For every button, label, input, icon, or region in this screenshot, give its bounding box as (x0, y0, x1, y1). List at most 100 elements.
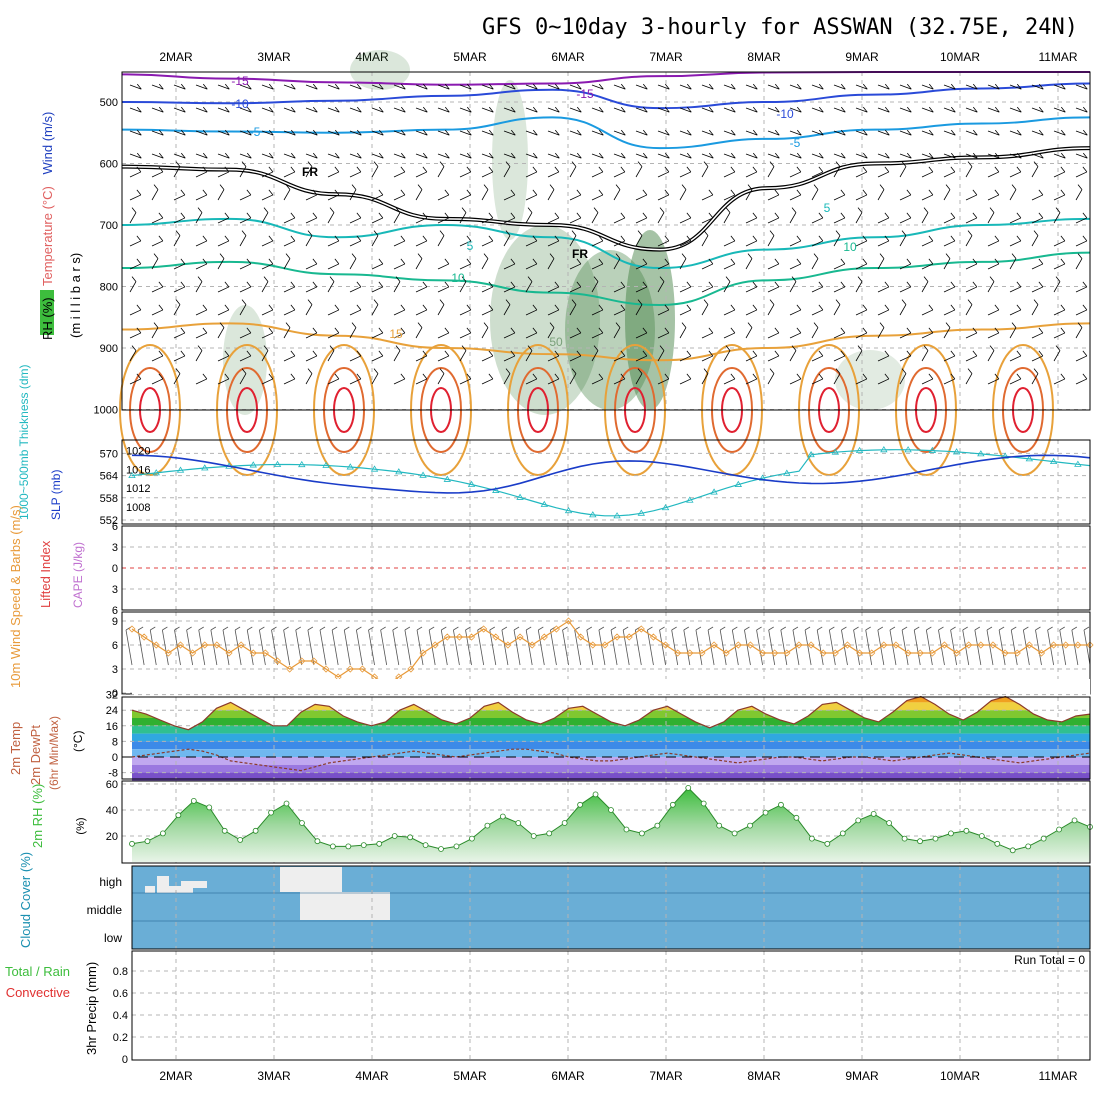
wind-barb-flag (439, 230, 445, 236)
wind-barb (129, 171, 142, 178)
wind-barb-flag (1016, 83, 1022, 90)
wind-barb-flag (400, 166, 406, 173)
wind-barb (745, 153, 758, 159)
wind-barb-flag (857, 345, 863, 351)
wind-speed-marker (868, 649, 876, 657)
wind-barb-flag (1011, 253, 1017, 259)
wind-barb-flag (180, 327, 186, 334)
wind-barb (503, 166, 511, 178)
wind-barb (679, 240, 692, 247)
wind-barb-flag (395, 276, 401, 282)
wind-barb-flag (818, 152, 824, 159)
wind-barb (349, 286, 362, 293)
wind-barb (877, 107, 890, 113)
wind-barb-flag (268, 106, 274, 113)
stability-tick-label: 6 (112, 521, 118, 533)
chart-title: GFS 0~10day 3-hourly for ASSWAN (32.75E,… (482, 15, 1078, 40)
wind-barb (217, 171, 230, 178)
wind-barb (261, 84, 274, 90)
surface-barb-flag (950, 626, 956, 631)
rh-marker (716, 822, 723, 829)
wind-barb-flag (505, 299, 511, 305)
wind-barb (789, 332, 802, 339)
wind-speed-marker (880, 641, 888, 649)
wind-barb-flag (950, 235, 956, 242)
wind-barb-flag (681, 322, 687, 328)
wind-barb (811, 171, 824, 178)
wind-barb (371, 153, 384, 159)
wind-barb-flag (175, 299, 181, 305)
wind-barb-flag (1011, 322, 1017, 328)
wind-barb-flag (840, 350, 846, 357)
wind-barb-flag (879, 184, 885, 190)
wind-barb (129, 350, 137, 362)
wind-barb-flag (884, 106, 890, 113)
wind-barb-flag (285, 322, 291, 328)
wind-speed-marker (710, 641, 718, 649)
wind-speed-marker (492, 633, 500, 641)
cross-section-background (122, 72, 1090, 410)
wind-barb (943, 153, 956, 159)
wind-barb-flag (774, 350, 780, 357)
wind-barb-flag (378, 83, 384, 90)
surface-barb (489, 629, 497, 666)
surface-barb-flag (889, 626, 896, 631)
temperature-tick-label: 32 (106, 690, 118, 702)
wind-barb-flag (994, 327, 1000, 334)
wind-barb-flag (483, 253, 489, 259)
surface-barb (1083, 629, 1091, 666)
wind-barb (987, 281, 995, 293)
wind-barb-flag (950, 212, 956, 219)
wind-barb (239, 355, 252, 362)
wind-tick-label: 0 (112, 688, 118, 700)
wind-barb (591, 309, 604, 316)
wind-barb (327, 332, 340, 339)
surface-barb (137, 629, 145, 666)
wind-barb (789, 153, 802, 159)
cloud-block (193, 881, 207, 888)
wind-barb (437, 355, 450, 362)
bottom-date-label: 3MAR (257, 1069, 291, 1083)
wind-barb-flag (158, 235, 164, 242)
wind-barb-flag (708, 281, 714, 288)
wind-barb-flag (598, 235, 604, 242)
cloud-block (181, 881, 193, 893)
wind-barb (1031, 194, 1044, 201)
wind-barb-flag (620, 373, 626, 380)
wind-barb-flag (576, 258, 582, 265)
wind-barb-flag (219, 184, 225, 190)
wind-barb-flag (967, 230, 973, 236)
wind-barb-flag (532, 152, 538, 159)
isotherm-plus5 (121, 217, 1091, 270)
wind-barb-flag (334, 304, 340, 311)
wind-barb-flag (967, 299, 973, 305)
wind-barb (349, 258, 357, 270)
thickness-marker (637, 509, 646, 516)
wind-barb-flag (180, 83, 186, 90)
thickness-marker (710, 488, 718, 495)
wind-barb (195, 153, 208, 159)
contour-label: -15 (231, 74, 249, 88)
wind-barb (503, 84, 516, 90)
wind-barb (1031, 373, 1039, 385)
precip-grid (132, 951, 1090, 1060)
wind-barb-flag (1082, 304, 1088, 311)
wind-speed-marker (734, 641, 742, 649)
surface-barb-flag (780, 626, 787, 631)
wind-barb (371, 286, 384, 293)
wind-barb-flag (884, 83, 890, 90)
wind-barb-flag (972, 212, 978, 219)
wind-barb-flag (840, 189, 846, 196)
wind-barb-flag (1060, 304, 1066, 311)
stability-frame (121, 525, 1091, 611)
surface-barb (501, 629, 509, 666)
wind-barb (481, 327, 489, 339)
rh-marker (484, 822, 491, 829)
wind-barb (1031, 235, 1039, 247)
wind-barb (1053, 107, 1066, 113)
wind-barb (1031, 107, 1044, 113)
wind-barb (305, 130, 318, 136)
wind-barb-flag (642, 83, 648, 90)
thickness-marker (589, 511, 597, 518)
contour-label: 50 (549, 335, 563, 349)
